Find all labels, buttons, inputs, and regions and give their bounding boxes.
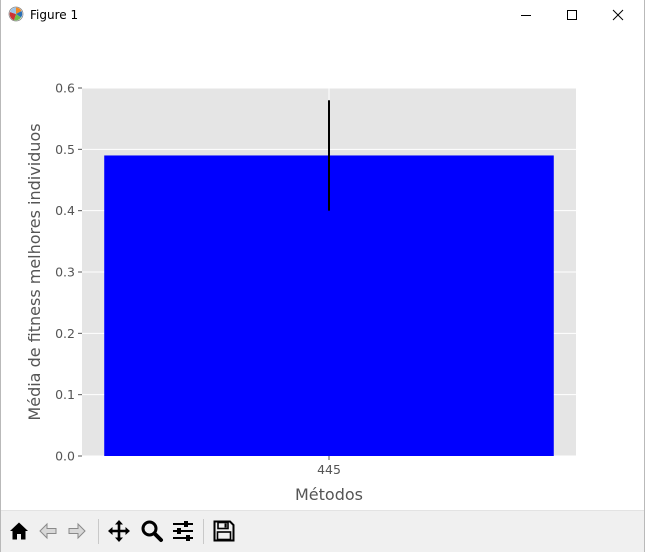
- home-button[interactable]: [5, 517, 32, 544]
- matplotlib-logo-icon: [8, 6, 24, 22]
- y-tick-label: 0.0: [55, 449, 75, 464]
- back-button[interactable]: [34, 517, 61, 544]
- y-tick-label: 0.5: [55, 142, 75, 157]
- move-arrows-icon: [107, 519, 130, 542]
- configure-subplots-button[interactable]: [169, 517, 196, 544]
- y-tick-label: 0.3: [55, 265, 75, 280]
- bar-chart[interactable]: 0.0 0.1 0.2 0.3 0.4 0.5 0.6 445 Métodos Média …: [1, 30, 644, 510]
- home-icon: [9, 522, 28, 539]
- pan-button[interactable]: [105, 517, 132, 544]
- minimize-button[interactable]: [503, 0, 549, 30]
- forward-button[interactable]: [63, 517, 90, 544]
- y-axis-ticks: 0.0 0.1 0.2 0.3 0.4 0.5 0.6: [55, 81, 82, 464]
- maximize-icon: [567, 10, 577, 20]
- y-tick-label: 0.4: [55, 203, 75, 218]
- sliders-icon: [172, 520, 193, 541]
- close-button[interactable]: [595, 0, 641, 30]
- navigation-toolbar: [1, 510, 644, 552]
- minimize-icon: [521, 15, 531, 16]
- toolbar-separator: [98, 519, 99, 544]
- zoom-button[interactable]: [138, 517, 165, 544]
- title-bar[interactable]: Figure 1: [1, 0, 644, 30]
- arrow-left-icon: [38, 522, 56, 539]
- y-axis-label: Média de fitness melhores individuos: [25, 123, 44, 420]
- x-axis-ticks: 445: [317, 456, 341, 477]
- save-button[interactable]: [210, 517, 237, 544]
- figure-canvas[interactable]: 0.0 0.1 0.2 0.3 0.4 0.5 0.6 445 Métodos Média …: [1, 30, 644, 510]
- y-tick-label: 0.6: [55, 81, 75, 96]
- y-tick-label: 0.1: [55, 387, 75, 402]
- close-icon: [612, 9, 624, 21]
- magnifier-icon: [141, 520, 163, 542]
- arrow-right-icon: [68, 522, 86, 539]
- x-tick-label: 445: [317, 462, 341, 477]
- floppy-disk-icon: [213, 520, 234, 541]
- toolbar-separator: [203, 519, 204, 544]
- maximize-button[interactable]: [549, 0, 595, 30]
- x-axis-label: Métodos: [295, 485, 363, 504]
- window-title: Figure 1: [30, 8, 79, 22]
- y-tick-label: 0.2: [55, 326, 75, 341]
